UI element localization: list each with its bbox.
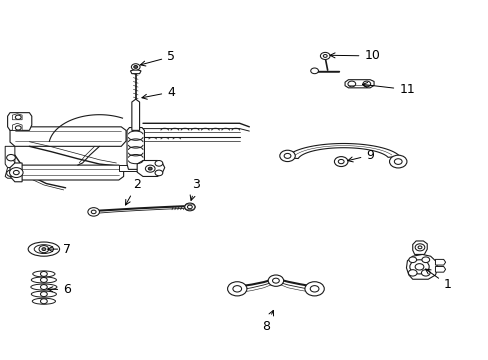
Circle shape <box>15 126 21 130</box>
Circle shape <box>323 54 326 57</box>
Circle shape <box>10 168 23 177</box>
Circle shape <box>41 284 47 289</box>
Polygon shape <box>12 114 22 120</box>
Circle shape <box>309 285 318 292</box>
Circle shape <box>414 264 423 270</box>
Ellipse shape <box>33 271 55 277</box>
Circle shape <box>421 257 429 262</box>
Circle shape <box>134 66 138 68</box>
Circle shape <box>389 155 406 168</box>
Text: 9: 9 <box>347 149 373 162</box>
Polygon shape <box>435 266 445 272</box>
Polygon shape <box>119 165 147 171</box>
Ellipse shape <box>31 277 56 283</box>
Polygon shape <box>5 146 15 168</box>
Circle shape <box>39 246 49 253</box>
Text: 4: 4 <box>142 86 175 99</box>
Circle shape <box>414 244 424 251</box>
Circle shape <box>131 64 140 70</box>
Circle shape <box>417 246 421 249</box>
Circle shape <box>284 153 290 158</box>
Circle shape <box>41 278 47 283</box>
Polygon shape <box>5 168 15 178</box>
Circle shape <box>148 167 152 170</box>
Circle shape <box>7 170 15 176</box>
Polygon shape <box>12 123 22 130</box>
Circle shape <box>279 150 295 162</box>
Polygon shape <box>345 80 373 88</box>
Circle shape <box>347 81 355 87</box>
Circle shape <box>187 205 192 209</box>
Circle shape <box>393 159 401 165</box>
Circle shape <box>155 161 163 166</box>
Polygon shape <box>285 144 399 158</box>
Text: 2: 2 <box>125 178 141 205</box>
Circle shape <box>145 165 155 172</box>
Circle shape <box>41 299 47 304</box>
Polygon shape <box>406 255 437 279</box>
Circle shape <box>310 68 318 74</box>
Circle shape <box>88 208 99 216</box>
Ellipse shape <box>31 284 57 290</box>
Polygon shape <box>8 113 32 130</box>
Circle shape <box>13 170 19 175</box>
Circle shape <box>334 157 347 167</box>
Circle shape <box>272 278 279 283</box>
Circle shape <box>15 115 21 120</box>
Ellipse shape <box>28 242 60 256</box>
Polygon shape <box>435 260 445 265</box>
Text: 6: 6 <box>48 283 71 296</box>
Polygon shape <box>127 127 144 169</box>
Circle shape <box>7 154 15 161</box>
Text: 10: 10 <box>329 49 380 62</box>
Circle shape <box>42 248 46 251</box>
Text: 5: 5 <box>140 50 175 66</box>
Text: 1: 1 <box>425 269 450 291</box>
Ellipse shape <box>34 245 53 253</box>
Text: 7: 7 <box>48 243 71 256</box>
Ellipse shape <box>31 291 56 297</box>
Polygon shape <box>10 127 126 146</box>
Circle shape <box>407 270 416 276</box>
Polygon shape <box>132 99 139 130</box>
Circle shape <box>41 292 47 297</box>
Circle shape <box>91 210 96 214</box>
Text: 8: 8 <box>262 310 273 333</box>
Circle shape <box>267 275 283 286</box>
Polygon shape <box>130 69 141 74</box>
Circle shape <box>362 81 370 87</box>
Polygon shape <box>17 165 123 180</box>
Circle shape <box>305 282 324 296</box>
Polygon shape <box>137 161 164 176</box>
Circle shape <box>184 203 195 211</box>
Text: 11: 11 <box>362 82 414 96</box>
Circle shape <box>227 282 246 296</box>
Polygon shape <box>10 163 22 182</box>
Circle shape <box>232 285 241 292</box>
Circle shape <box>421 270 429 276</box>
Polygon shape <box>412 241 427 255</box>
Circle shape <box>41 271 47 276</box>
Ellipse shape <box>32 298 55 304</box>
Circle shape <box>338 159 344 164</box>
Text: 3: 3 <box>190 178 200 201</box>
Circle shape <box>409 260 428 274</box>
Polygon shape <box>184 204 195 210</box>
Circle shape <box>155 170 163 176</box>
Circle shape <box>408 257 416 262</box>
Circle shape <box>320 53 329 59</box>
